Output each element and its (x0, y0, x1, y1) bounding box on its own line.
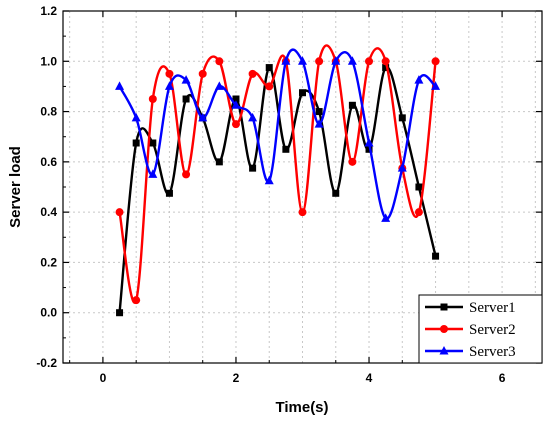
data-point-server3 (148, 169, 158, 178)
data-point-server3 (314, 119, 324, 128)
data-point-server2 (431, 57, 440, 66)
legend: Server1 Server2 Server3 (418, 294, 543, 364)
data-point-server3 (164, 81, 174, 90)
data-point-server1 (398, 114, 406, 122)
data-point-server1 (315, 108, 323, 116)
y-tick-label: 1.2 (40, 4, 57, 18)
data-point-server3 (248, 112, 258, 122)
series-server1 (116, 64, 440, 317)
series-layer (115, 44, 441, 317)
data-point-server2 (348, 157, 357, 166)
data-point-server1 (232, 95, 240, 103)
x-tick-label: 4 (366, 371, 373, 385)
data-point-server2 (381, 57, 390, 66)
data-point-server1 (265, 64, 273, 72)
data-point-server1 (165, 189, 173, 197)
data-point-server3 (397, 163, 407, 172)
grid (63, 11, 542, 363)
x-tick-label: 0 (100, 371, 107, 385)
y-tick-label: 1.0 (40, 54, 57, 68)
data-point-server2 (315, 57, 324, 66)
y-axis-title: Server load (7, 146, 24, 228)
data-point-server1 (348, 101, 356, 109)
data-point-server1 (215, 158, 223, 166)
data-point-server3 (281, 56, 291, 65)
data-point-server2 (182, 170, 191, 179)
data-point-server1 (249, 164, 257, 172)
data-point-server2 (265, 82, 274, 91)
data-point-server2 (215, 57, 224, 66)
y-tick-label: 0.6 (40, 155, 57, 169)
data-point-server2 (248, 69, 257, 78)
data-point-server3 (264, 175, 274, 185)
legend-marker-server3 (439, 346, 449, 355)
data-point-server1 (432, 252, 440, 260)
data-point-server2 (414, 208, 423, 217)
data-point-server2 (148, 95, 157, 103)
data-point-server3 (364, 138, 374, 147)
data-point-server3 (414, 75, 424, 84)
legend-label-server2: Server2 (469, 322, 516, 338)
y-tick-label: 0.8 (40, 105, 57, 119)
data-point-server3 (381, 213, 391, 222)
data-point-server3 (347, 56, 357, 65)
data-point-server3 (298, 56, 307, 65)
data-point-server3 (131, 112, 141, 122)
data-point-server1 (282, 145, 290, 153)
data-point-server3 (231, 100, 241, 109)
data-point-server2 (165, 69, 174, 78)
data-point-server1 (415, 183, 423, 191)
data-point-server3 (198, 112, 208, 122)
data-point-server1 (365, 145, 373, 153)
data-point-server1 (299, 89, 306, 97)
data-point-server2 (198, 69, 207, 78)
data-point-server3 (331, 56, 341, 65)
data-point-server3 (431, 81, 441, 90)
legend-marker-server1 (440, 303, 448, 311)
data-point-server3 (214, 81, 224, 90)
data-point-server2 (115, 208, 124, 217)
legend-label-server1: Server1 (469, 300, 516, 316)
data-point-server3 (181, 75, 191, 84)
x-tick-label: 2 (233, 371, 240, 385)
data-point-server1 (116, 309, 124, 317)
x-axis-title: Time(s) (275, 399, 328, 416)
data-point-server1 (332, 189, 340, 197)
data-point-server2 (365, 57, 374, 66)
legend-label-server3: Server3 (469, 344, 516, 360)
data-point-server3 (115, 81, 125, 90)
y-tick-label: 0.0 (40, 306, 57, 320)
data-point-server1 (149, 139, 157, 147)
data-point-server2 (231, 120, 240, 129)
series-server3 (115, 48, 441, 222)
y-tick-label: 0.2 (40, 255, 57, 269)
data-point-server2 (132, 296, 141, 305)
data-point-server1 (182, 95, 190, 103)
data-point-server1 (382, 64, 390, 72)
y-tick-label: -0.2 (36, 356, 57, 370)
axes: 0 2 4 6 -0.2 0.0 0.2 0.4 0.6 0.8 1.0 1.2 (36, 4, 542, 385)
legend-marker-server2 (440, 325, 448, 333)
y-tick-label: 0.4 (40, 205, 57, 219)
data-point-server2 (298, 208, 307, 217)
x-tick-label: 6 (499, 371, 506, 385)
data-point-server1 (132, 139, 140, 147)
